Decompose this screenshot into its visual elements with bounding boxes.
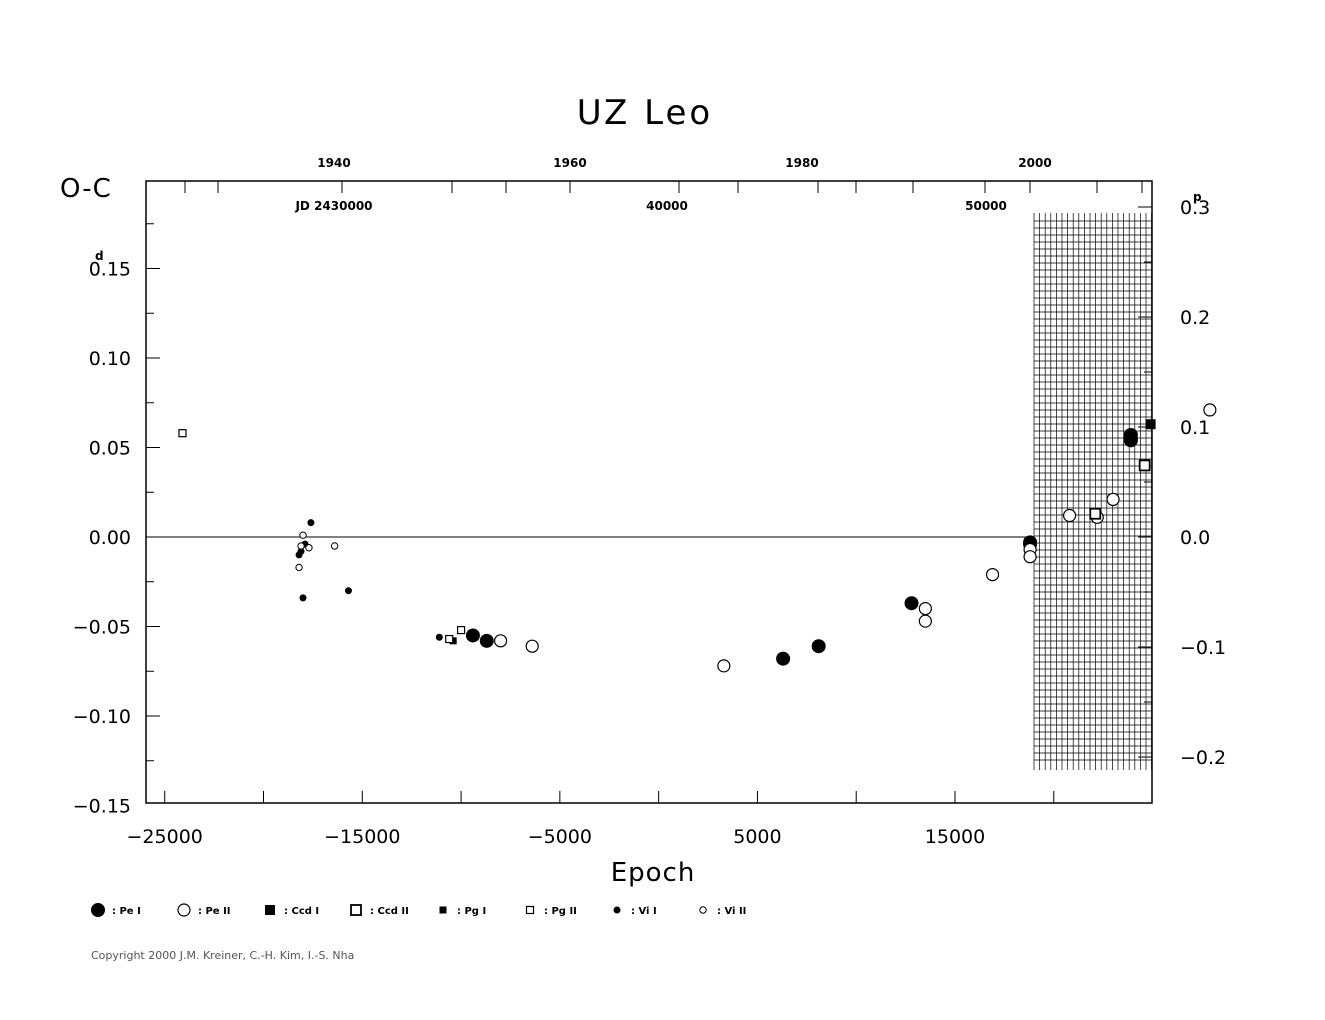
data-point [178, 429, 187, 438]
legend-label: : Vi II [717, 906, 746, 917]
x-tick-label: −15000 [324, 826, 400, 848]
y2-tick-label: 0.0 [1180, 527, 1210, 549]
chart-title: UZ Leo [577, 93, 713, 133]
y-tick-label: 0.05 [89, 438, 131, 460]
data-point [1023, 550, 1037, 564]
data-point [456, 625, 466, 635]
data-point [299, 531, 307, 539]
top-year-label: 1940 [317, 156, 350, 170]
y-tick-label: −0.05 [73, 617, 131, 639]
top-jd-label: 40000 [646, 199, 688, 213]
data-point [1203, 403, 1217, 417]
top-jd-label: 50000 [965, 199, 1007, 213]
legend-label: : Ccd II [370, 906, 409, 917]
legend-marker [91, 903, 105, 917]
data-point [717, 659, 731, 673]
y-tick-label: 0.10 [89, 348, 131, 370]
data-point [493, 634, 508, 648]
data-point [904, 596, 919, 611]
data-point [445, 634, 454, 644]
legend-marker [613, 906, 621, 914]
data-point [297, 542, 305, 550]
legend-label: : Ccd I [284, 906, 319, 917]
y-unit-label: d [95, 249, 104, 263]
y2-unit-label: p [1193, 190, 1202, 204]
data-point [776, 651, 791, 666]
data-point [305, 544, 313, 552]
data-point [330, 542, 339, 550]
legend-label: : Vi I [631, 906, 657, 917]
x-tick-label: −5000 [528, 826, 592, 848]
plot-border [145, 180, 1153, 804]
data-point [299, 594, 307, 602]
top-year-label: 1960 [553, 156, 586, 170]
y-tick-label: −0.15 [73, 796, 131, 818]
y-tick-label: 0.15 [89, 259, 131, 281]
x-tick-labels: −25000 −15000 −5000 5000 15000 [127, 826, 986, 848]
x-axis-label: Epoch [611, 858, 696, 888]
data-point [811, 639, 826, 654]
data-point [1062, 508, 1077, 523]
top-year-label: 1980 [785, 156, 818, 170]
legend: : Pe I : Pe II : Ccd I : Ccd II : Pg I : Pg I… [91, 903, 746, 917]
top-axis-labels: 1940 1960 1980 2000 JD 2430000 40000 50000 [294, 156, 1051, 213]
plot-frame [145, 180, 1153, 804]
legend-label: : Pg II [544, 906, 577, 917]
legend-marker [699, 906, 707, 914]
data-point [295, 563, 303, 572]
data-point [1089, 507, 1102, 520]
data-point [1138, 459, 1151, 472]
copyright-text: Copyright 2000 J.M. Kreiner, C.-H. Kim, … [91, 949, 355, 962]
y-tick-label: −0.10 [73, 706, 131, 728]
y2-tick-label: −0.1 [1180, 637, 1226, 659]
data-point [344, 587, 352, 595]
legend-marker [350, 904, 362, 916]
x-tick-label: −25000 [127, 826, 203, 848]
data-point [295, 551, 303, 559]
data-point [479, 633, 494, 648]
data-point [1106, 492, 1120, 507]
data-point [1123, 433, 1138, 448]
legend-label: : Pg I [457, 906, 486, 917]
data-point [1145, 419, 1156, 430]
y2-tick-label: −0.2 [1180, 747, 1226, 769]
y-tick-label: 0.00 [89, 527, 131, 549]
top-jd-label: JD 2430000 [294, 199, 372, 213]
data-point [525, 639, 539, 653]
x-tick-label: 5000 [733, 826, 781, 848]
data-point [985, 567, 1000, 582]
x-tick-label: 15000 [925, 826, 985, 848]
y-axis-label: O-C [60, 174, 112, 204]
y2-tick-label: 0.1 [1180, 417, 1210, 439]
legend-marker [439, 906, 447, 914]
data-point [918, 614, 932, 628]
data-point [307, 519, 315, 527]
data-point [465, 628, 480, 643]
y2-tick-label: 0.3 [1180, 197, 1210, 219]
data-point [918, 601, 932, 616]
legend-marker [525, 905, 535, 915]
y-tick-labels: 0.15 0.10 0.05 0.00 −0.05 −0.10 −0.15 [73, 259, 131, 818]
legend-marker [265, 905, 275, 915]
hatched-region [1033, 213, 1152, 770]
legend-label: : Pe II [198, 906, 231, 917]
y2-tick-labels: 0.3 0.2 0.1 0.0 −0.1 −0.2 [1180, 197, 1226, 769]
legend-marker [177, 903, 191, 917]
y2-tick-label: 0.2 [1180, 307, 1210, 329]
top-year-label: 2000 [1018, 156, 1051, 170]
data-points [178, 403, 1217, 673]
legend-label: : Pe I [112, 906, 141, 917]
data-point [435, 633, 443, 641]
